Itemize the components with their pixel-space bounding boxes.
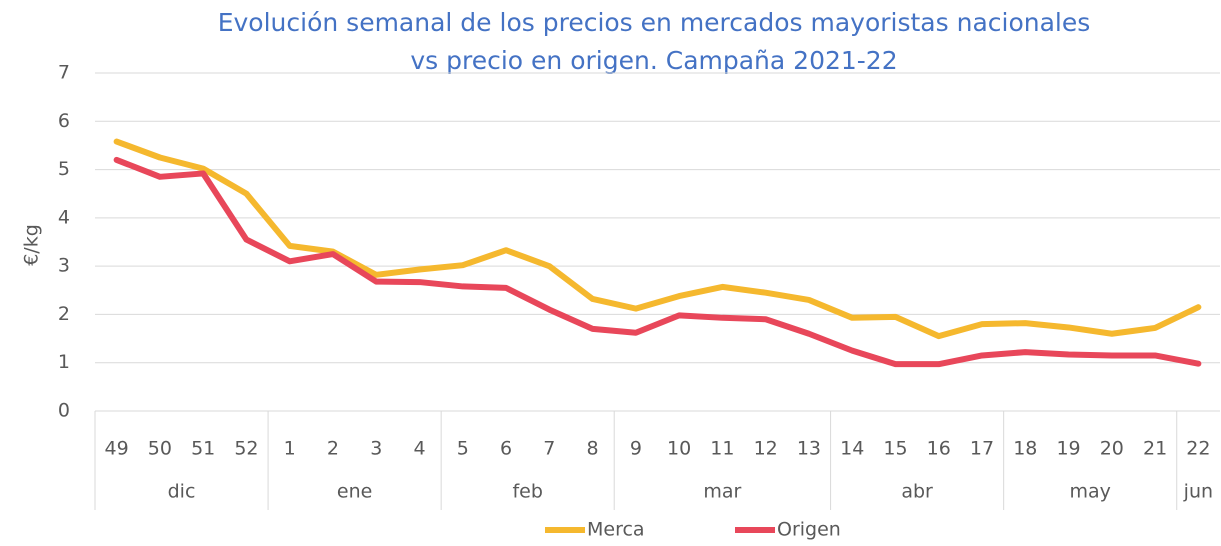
x-tick-label: 9 [630,438,642,460]
legend-label: Origen [777,519,841,541]
x-tick-label: 12 [754,438,778,460]
x-tick-label: 15 [883,438,907,460]
x-group-label: feb [512,481,542,503]
chart-title: vs precio en origen. Campaña 2021-22 [410,46,897,75]
x-tick-label: 52 [234,438,258,460]
line [113,138,1202,340]
x-tick-label: 14 [840,438,864,460]
x-tick-label: 4 [413,438,425,460]
x-tick-label: 8 [587,438,599,460]
y-tick-label: 4 [58,206,70,228]
y-tick-label: 5 [58,158,70,180]
x-tick-label: 13 [797,438,821,460]
x-group-label: mar [703,481,741,503]
y-tick-label: 0 [58,400,70,422]
chart-title: Evolución semanal de los precios en merc… [218,8,1091,37]
x-group-label: abr [901,481,933,503]
x-tick-label: 5 [457,438,469,460]
x-tick-label: 50 [148,438,172,460]
y-tick-label: 3 [58,255,70,277]
x-group-label: jun [1183,481,1213,503]
x-tick-label: 10 [667,438,691,460]
y-tick-label: 7 [58,62,70,84]
x-group-label: may [1069,481,1110,503]
x-tick-label: 20 [1100,438,1124,460]
x-tick-label: 21 [1143,438,1167,460]
x-tick-label: 19 [1056,438,1080,460]
x-tick-label: 51 [191,438,215,460]
x-tick-label: 17 [970,438,994,460]
x-tick-label: 3 [370,438,382,460]
y-tick-label: 6 [58,110,70,132]
x-tick-label: 49 [105,438,129,460]
x-group-label: ene [337,481,372,503]
x-tick-label: 16 [927,438,951,460]
x-tick-label: 18 [1013,438,1037,460]
x-tick-label: 2 [327,438,339,460]
x-tick-label: 22 [1186,438,1210,460]
legend-label: Merca [587,519,645,541]
x-group-label: dic [168,481,196,503]
y-tick-label: 2 [58,303,70,325]
y-axis-label: €/kg [21,224,43,266]
x-tick-label: 6 [500,438,512,460]
y-tick-label: 1 [58,351,70,373]
line [113,156,1202,368]
x-tick-label: 11 [710,438,734,460]
x-tick-label: 7 [543,438,555,460]
x-tick-label: 1 [284,438,296,460]
